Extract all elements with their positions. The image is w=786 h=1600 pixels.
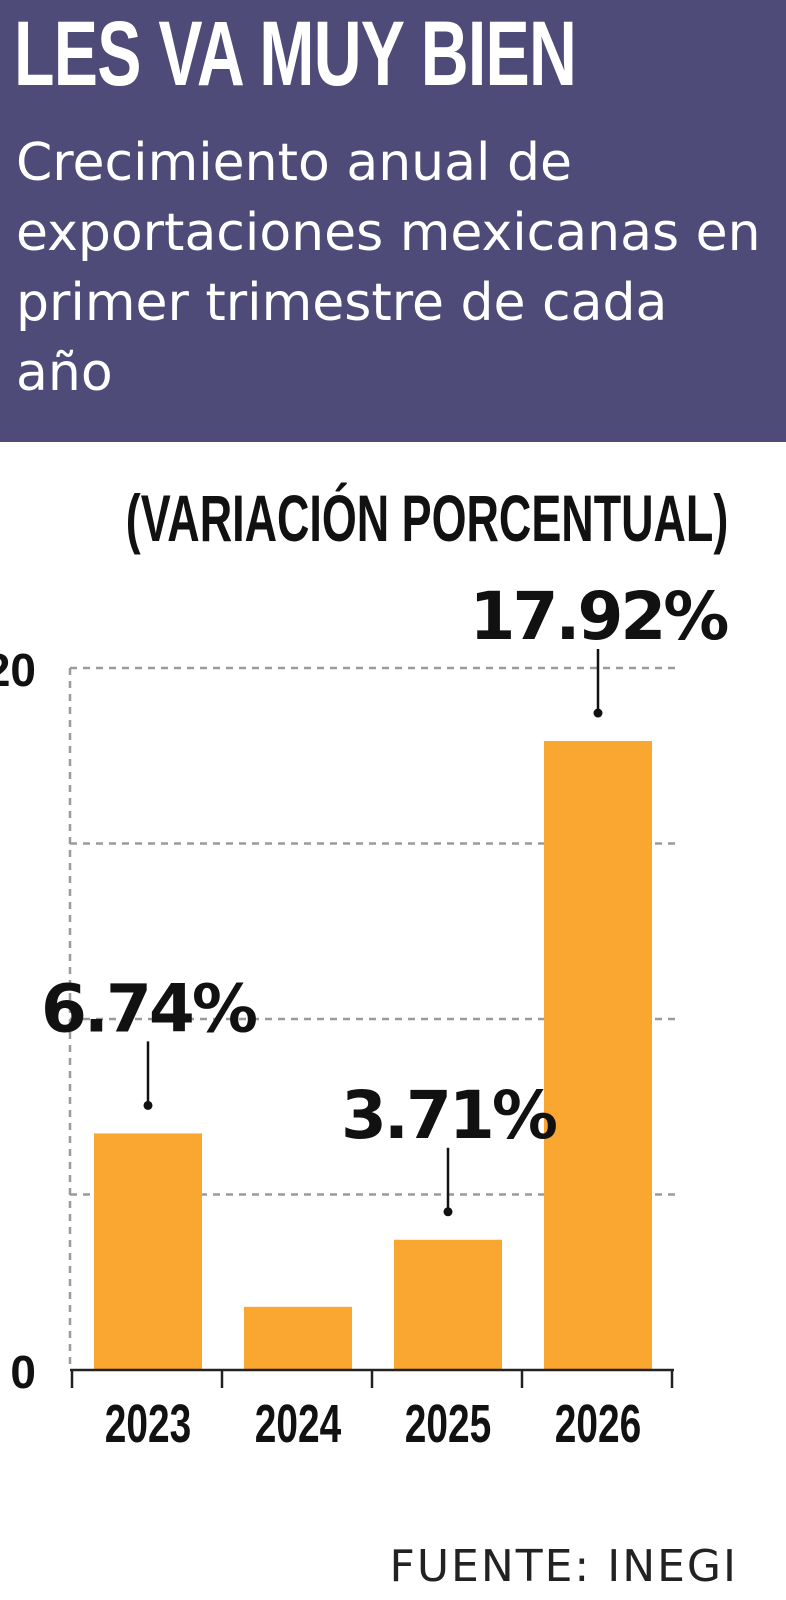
x-tick-label-2026: 2026 (555, 1393, 641, 1454)
x-tick-label-2024: 2024 (255, 1393, 341, 1454)
bar-2023 (94, 1133, 202, 1370)
chart-subtitle: Crecimiento anual de exportaciones mexic… (16, 133, 761, 403)
y-tick-label: 20 (0, 644, 36, 696)
axes: 0 20 2023 2024 2025 2026 (0, 644, 674, 1453)
unit-label: (VARIACIÓN PORCENTUAL) (125, 481, 729, 555)
bar-2026 (544, 741, 652, 1370)
leader-dot-2026 (593, 708, 603, 718)
y-tick-label: 0 (10, 1346, 36, 1398)
bar-2025 (394, 1239, 502, 1370)
leader-dot-2023 (143, 1100, 153, 1110)
x-tick-label-2025: 2025 (405, 1393, 491, 1454)
source-note: FUENTE: INEGI (389, 1541, 738, 1592)
data-label-2026: 17.92% (470, 578, 729, 655)
headline: LES VA MUY BIEN (14, 3, 577, 105)
data-label-2025: 3.71% (341, 1077, 557, 1154)
bar-2024 (244, 1306, 352, 1370)
leader-dot-2025 (443, 1207, 453, 1217)
x-tick-label-2023: 2023 (105, 1393, 191, 1454)
data-labels: 6.74% 3.71% 17.92% (41, 578, 731, 1217)
bars (94, 741, 652, 1370)
data-label-2023: 6.74% (41, 970, 257, 1047)
header-banner: LES VA MUY BIEN Crecimiento anual de exp… (0, 0, 786, 442)
